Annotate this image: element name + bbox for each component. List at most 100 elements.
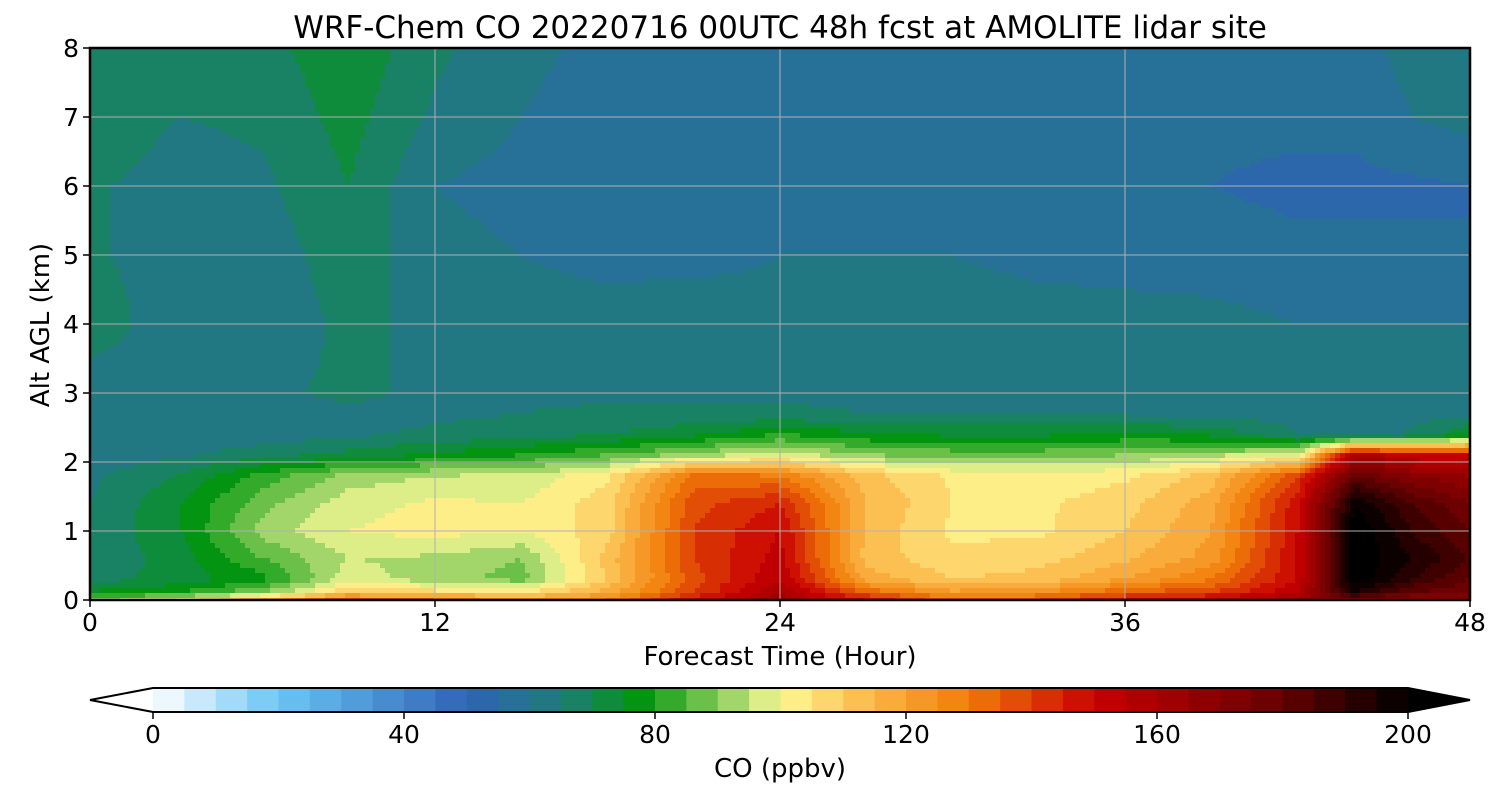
- heatmap-cell: [425, 83, 431, 89]
- heatmap-cell: [960, 128, 966, 134]
- heatmap-cell: [1375, 98, 1381, 104]
- heatmap-cell: [1210, 78, 1216, 84]
- heatmap-cell: [1445, 113, 1451, 119]
- heatmap-cell: [885, 63, 891, 69]
- heatmap-cell: [250, 78, 256, 84]
- heatmap-cell: [1110, 78, 1116, 84]
- heatmap-cell: [410, 73, 416, 79]
- heatmap-cell: [870, 83, 876, 89]
- heatmap-cell: [1425, 73, 1431, 79]
- heatmap-cell: [640, 93, 646, 99]
- heatmap-cell: [800, 93, 806, 99]
- heatmap-cell: [225, 118, 231, 124]
- heatmap-cell: [705, 128, 711, 134]
- heatmap-cell: [1325, 118, 1331, 124]
- heatmap-cell: [740, 63, 746, 69]
- heatmap-cell: [1135, 123, 1141, 129]
- heatmap-cell: [945, 93, 951, 99]
- heatmap-cell: [1435, 53, 1441, 59]
- heatmap-cell: [1385, 58, 1391, 64]
- heatmap-cell: [255, 118, 261, 124]
- heatmap-cell: [965, 108, 971, 114]
- heatmap-cell: [1405, 88, 1411, 94]
- heatmap-cell: [550, 103, 556, 109]
- heatmap-cell: [755, 73, 761, 79]
- heatmap-cell: [235, 118, 241, 124]
- heatmap-cell: [365, 88, 371, 94]
- heatmap-cell: [1270, 98, 1276, 104]
- heatmap-cell: [870, 93, 876, 99]
- heatmap-cell: [375, 113, 381, 119]
- heatmap-cell: [950, 118, 956, 124]
- heatmap-cell: [650, 88, 656, 94]
- heatmap-cell: [900, 88, 906, 94]
- heatmap-cell: [850, 73, 856, 79]
- heatmap-cell: [1305, 53, 1311, 59]
- heatmap-cell: [385, 108, 391, 114]
- heatmap-cell: [635, 108, 641, 114]
- heatmap-cell: [785, 123, 791, 129]
- heatmap-cell: [420, 53, 426, 59]
- heatmap-cell: [165, 118, 171, 124]
- heatmap-cell: [1115, 98, 1121, 104]
- heatmap-cell: [990, 103, 996, 109]
- heatmap-cell: [1415, 118, 1421, 124]
- heatmap-cell: [1235, 88, 1241, 94]
- heatmap-cell: [1460, 68, 1466, 74]
- heatmap-cell: [815, 128, 821, 134]
- heatmap-cell: [1155, 88, 1161, 94]
- heatmap-cell: [630, 78, 636, 84]
- heatmap-cell: [140, 53, 146, 59]
- heatmap-cell: [935, 93, 941, 99]
- heatmap-cell: [1275, 98, 1281, 104]
- heatmap-cell: [535, 78, 541, 84]
- heatmap-cell: [390, 78, 396, 84]
- heatmap-cell: [210, 113, 216, 119]
- heatmap-cell: [320, 98, 326, 104]
- heatmap-cell: [100, 68, 106, 74]
- heatmap-cell: [820, 68, 826, 74]
- heatmap-cell: [1310, 83, 1316, 89]
- heatmap-cell: [170, 108, 176, 114]
- heatmap-cell: [310, 133, 316, 139]
- heatmap-cell: [1330, 128, 1336, 134]
- heatmap-cell: [275, 68, 281, 74]
- heatmap-cell: [1375, 83, 1381, 89]
- heatmap-cell: [240, 128, 246, 134]
- heatmap-cell: [725, 103, 731, 109]
- heatmap-cell: [1330, 58, 1336, 64]
- heatmap-cell: [285, 78, 291, 84]
- heatmap-cell: [845, 83, 851, 89]
- heatmap-cell: [230, 73, 236, 79]
- heatmap-cell: [715, 123, 721, 129]
- heatmap-cell: [795, 58, 801, 64]
- heatmap-cell: [1150, 118, 1156, 124]
- heatmap-cell: [235, 88, 241, 94]
- heatmap-cell: [630, 88, 636, 94]
- heatmap-cell: [560, 63, 566, 69]
- heatmap-cell: [345, 133, 351, 139]
- heatmap-cell: [435, 58, 441, 64]
- heatmap-cell: [1130, 83, 1136, 89]
- heatmap-cell: [335, 63, 341, 69]
- heatmap-cell: [520, 58, 526, 64]
- heatmap-cell: [285, 88, 291, 94]
- heatmap-cell: [260, 133, 266, 139]
- heatmap-cell: [795, 63, 801, 69]
- heatmap-cell: [320, 73, 326, 79]
- heatmap-cell: [405, 53, 411, 59]
- heatmap-cell: [750, 108, 756, 114]
- heatmap-cell: [1295, 88, 1301, 94]
- heatmap-cell: [1095, 123, 1101, 129]
- heatmap-cell: [1395, 128, 1401, 134]
- heatmap-cell: [1435, 88, 1441, 94]
- heatmap-cell: [365, 68, 371, 74]
- heatmap-cell: [975, 83, 981, 89]
- heatmap-cell: [915, 123, 921, 129]
- heatmap-cell: [1225, 88, 1231, 94]
- heatmap-cell: [890, 103, 896, 109]
- heatmap-cell: [680, 128, 686, 134]
- heatmap-cell: [990, 98, 996, 104]
- heatmap-cell: [1150, 58, 1156, 64]
